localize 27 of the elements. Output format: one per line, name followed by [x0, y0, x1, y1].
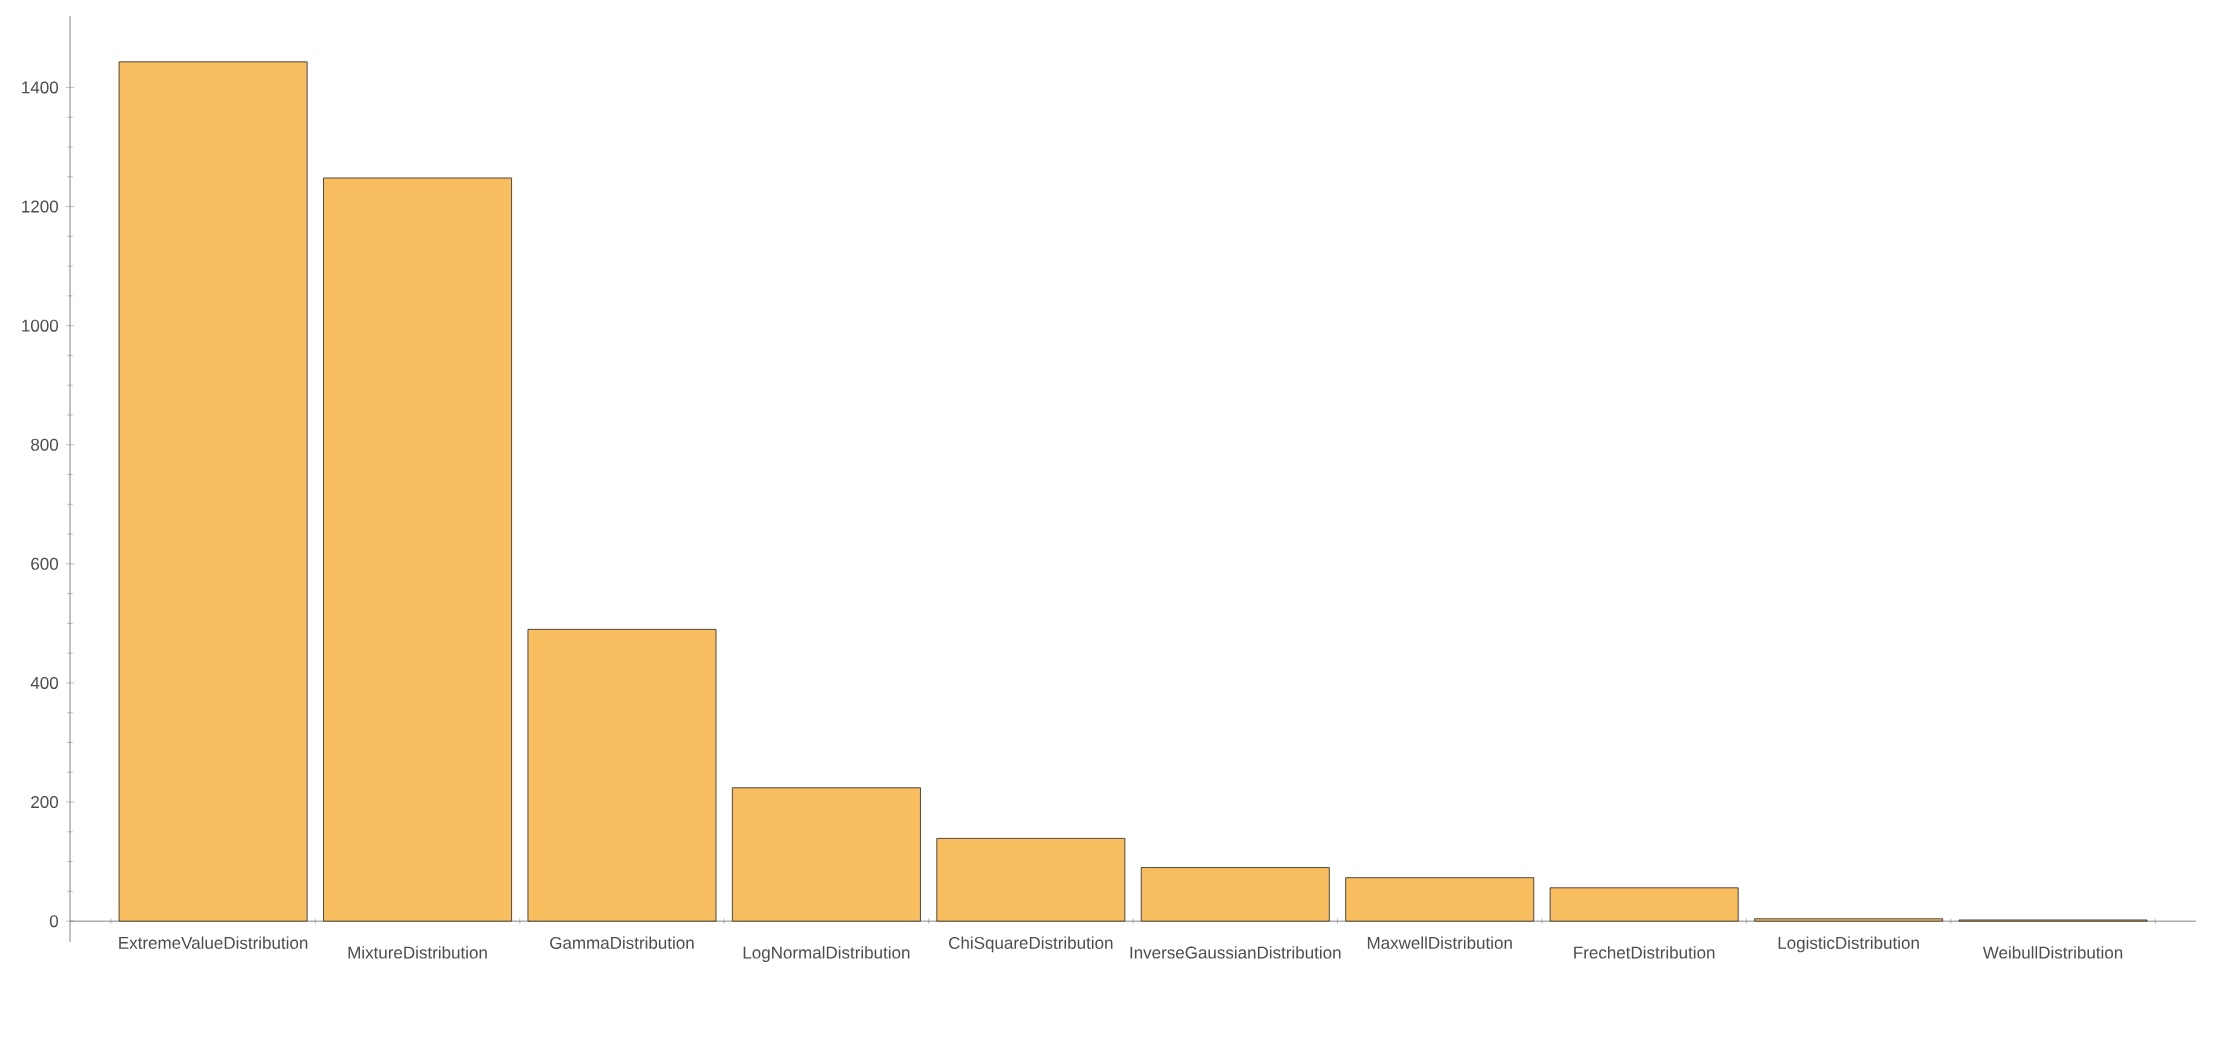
- y-tick-label: 800: [31, 438, 59, 451]
- x-tick-label: ChiSquareDistribution: [949, 936, 1113, 953]
- bar: [731, 787, 921, 922]
- y-tick-label: 400: [30, 676, 59, 689]
- x-tick-label: GammaDistribution: [550, 936, 694, 949]
- y-tick-label: 1000: [22, 319, 59, 332]
- y-tick-label: 200: [31, 796, 59, 809]
- y-tick-label: 1200: [22, 200, 59, 213]
- bar: [1754, 918, 1944, 922]
- bar: [527, 628, 717, 922]
- bar: [1345, 877, 1535, 922]
- bar: [1549, 887, 1739, 922]
- y-tick-label: 1400: [22, 81, 59, 94]
- bar: [323, 177, 512, 922]
- x-tick-label: MaxwellDistribution: [1367, 936, 1512, 949]
- x-tick-label: ExtremeValueDistribution: [119, 936, 308, 949]
- x-tick-label: LogisticDistribution: [1778, 936, 1919, 953]
- bar: [118, 61, 308, 922]
- x-tick-label: MixtureDistribution: [348, 946, 487, 959]
- y-tick-label: 0: [49, 915, 59, 928]
- bar: [936, 837, 1126, 922]
- x-tick-label: WeibullDistribution: [1982, 946, 2123, 959]
- x-tick-label: FrechetDistribution: [1574, 946, 1715, 959]
- y-tick-label: 600: [31, 557, 59, 570]
- bar: [1140, 867, 1330, 922]
- x-tick-label: InverseGaussianDistribution: [1130, 946, 1341, 959]
- x-tick-label: LogNormalDistribution: [743, 946, 910, 962]
